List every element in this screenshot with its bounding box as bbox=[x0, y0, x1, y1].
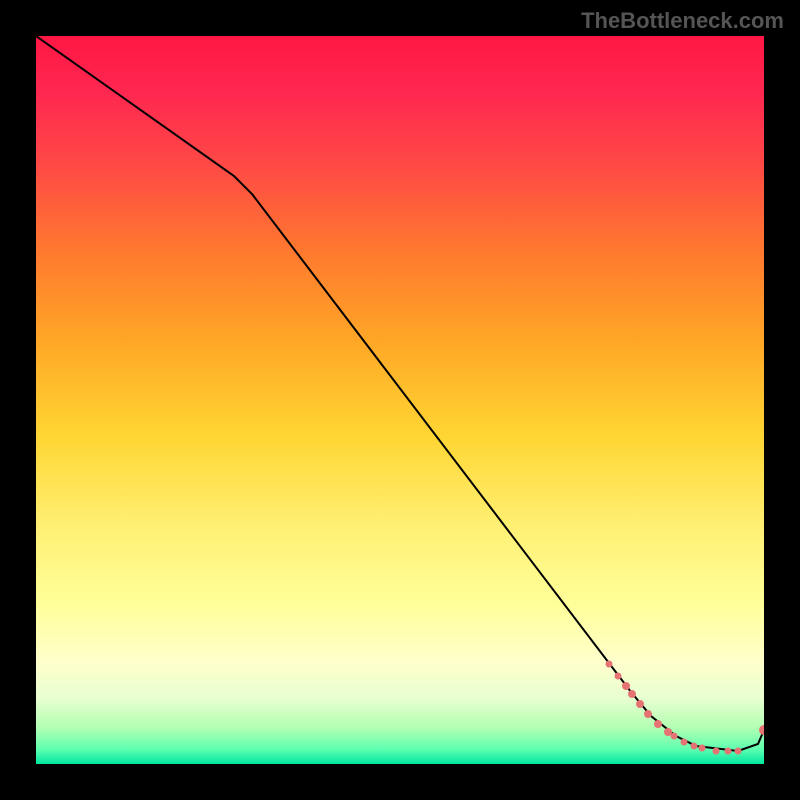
bottleneck-line bbox=[36, 36, 764, 751]
marker-point bbox=[644, 710, 652, 718]
marker-point bbox=[681, 739, 688, 746]
marker-point bbox=[759, 725, 764, 735]
markers-group bbox=[606, 661, 765, 755]
watermark-text: TheBottleneck.com bbox=[581, 8, 784, 34]
marker-point bbox=[699, 745, 706, 752]
marker-point bbox=[606, 661, 613, 668]
marker-point bbox=[671, 733, 678, 740]
marker-point bbox=[628, 690, 636, 698]
chart-container bbox=[36, 36, 764, 764]
chart-overlay bbox=[36, 36, 764, 764]
marker-point bbox=[636, 700, 644, 708]
marker-point bbox=[691, 743, 698, 750]
marker-point bbox=[735, 748, 742, 755]
marker-point bbox=[622, 682, 630, 690]
marker-point bbox=[654, 720, 662, 728]
marker-point bbox=[615, 673, 622, 680]
marker-point bbox=[725, 748, 732, 755]
marker-point bbox=[713, 748, 720, 755]
